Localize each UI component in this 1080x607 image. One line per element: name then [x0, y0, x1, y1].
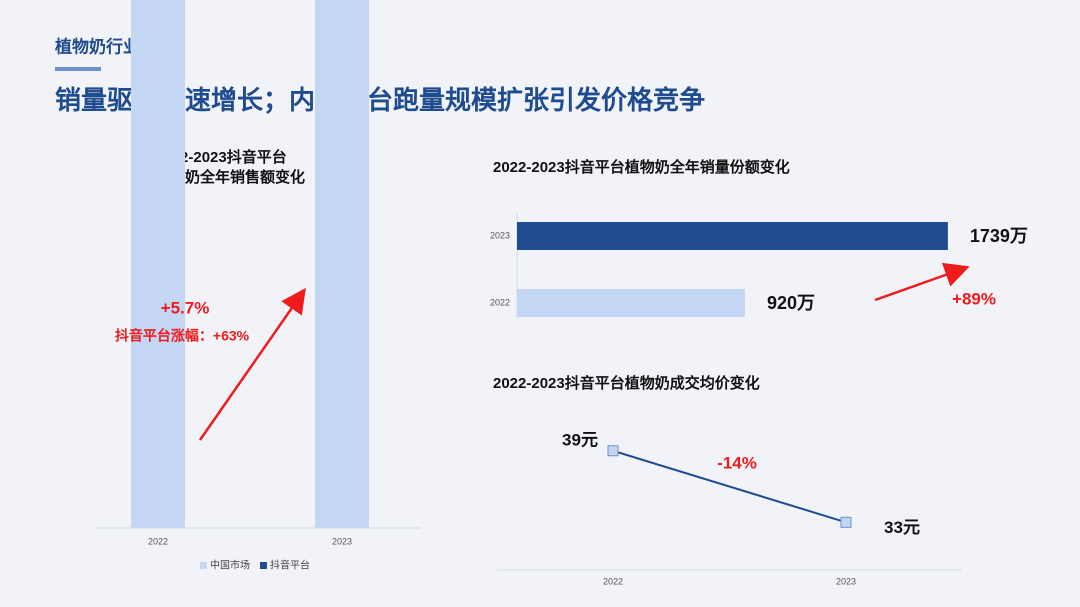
chart-title: 2022-2023抖音平台 [155, 148, 287, 166]
legend-swatch [200, 562, 207, 569]
point-label: 39元 [562, 430, 598, 449]
point-marker [607, 445, 619, 457]
legend-swatch [260, 562, 267, 569]
chart-title: 植物奶全年销售额变化 [155, 168, 305, 186]
bar-value-label: 920万 [767, 293, 815, 313]
annotation: +89% [952, 289, 996, 308]
x-tick-label: 2022 [603, 576, 623, 586]
x-tick-label: 2022 [148, 536, 168, 546]
legend-label: 抖音平台 [270, 559, 310, 572]
bar [517, 222, 948, 250]
legend-label: 中国市场 [210, 559, 250, 572]
chart-title: 2022-2023抖音平台植物奶成交均价变化 [493, 374, 760, 392]
bar-segment [131, 0, 185, 528]
y-tick-label: 2023 [490, 230, 510, 240]
x-tick-label: 2023 [836, 576, 856, 586]
growth-arrow [874, 262, 970, 302]
growth-arrow [198, 287, 306, 441]
point-label: 33元 [884, 518, 920, 537]
bar [517, 289, 745, 317]
chart-title: 2022-2023抖音平台植物奶全年销量份额变化 [493, 158, 790, 176]
section-underline [55, 67, 101, 71]
x-tick-label: 2023 [332, 536, 352, 546]
bar-segment [315, 0, 369, 528]
annotation: +5.7% [161, 298, 210, 317]
line [612, 449, 847, 524]
point-marker [840, 516, 852, 528]
bar-value-label: 1739万 [970, 226, 1028, 246]
annotation: 抖音平台涨幅：+63% [115, 328, 250, 344]
annotation: -14% [717, 453, 757, 472]
y-tick-label: 2022 [490, 297, 510, 307]
